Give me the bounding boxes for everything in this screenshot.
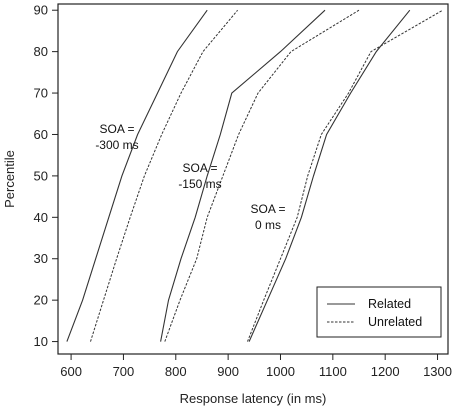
y-tick-label: 30 xyxy=(34,251,48,266)
annotation-layer: SOA = -300 ms SOA = -150 ms SOA = 0 ms xyxy=(95,122,285,232)
soa-annotation-line: SOA = xyxy=(250,202,285,216)
series-line-related-soa-150 xyxy=(160,9,326,342)
x-tick-label: 800 xyxy=(165,364,187,379)
x-tick-label: 1300 xyxy=(423,364,452,379)
y-axis: 10 20 30 40 50 60 70 80 90 xyxy=(34,3,58,349)
y-tick-label: 50 xyxy=(34,168,48,183)
series-line-unrelated-soa-300 xyxy=(90,9,238,342)
x-axis: 600 700 800 900 1000 1100 1200 1300 xyxy=(60,354,452,379)
legend-box xyxy=(316,286,442,338)
series-line-related-soa-300 xyxy=(66,9,208,342)
plot-frame xyxy=(57,3,449,355)
series-line-unrelated-soa0 xyxy=(247,9,444,342)
y-tick-label: 80 xyxy=(34,44,48,59)
legend-unrelated-label: Unrelated xyxy=(368,315,422,329)
soa-annotation-line: SOA = xyxy=(99,122,134,136)
y-tick-label: 10 xyxy=(34,334,48,349)
x-axis-label: Response latency (in ms) xyxy=(180,391,327,406)
x-tick-label: 1000 xyxy=(266,364,295,379)
soa-annotation-line: -300 ms xyxy=(95,138,138,152)
x-tick-label: 1100 xyxy=(319,364,347,379)
soa-annotation: SOA = 0 ms xyxy=(250,202,285,232)
series-layer xyxy=(66,9,444,342)
y-tick-label: 20 xyxy=(34,293,48,308)
soa-annotation-line: 0 ms xyxy=(255,218,281,232)
y-tick-label: 60 xyxy=(34,127,48,142)
x-tick-label: 1200 xyxy=(371,364,400,379)
series-line-unrelated-soa-150 xyxy=(164,9,360,342)
legend-related-label: Related xyxy=(368,297,411,311)
series-line-related-soa0 xyxy=(248,9,411,342)
y-tick-label: 70 xyxy=(34,86,48,101)
y-axis-label: Percentile xyxy=(2,150,17,208)
x-tick-label: 600 xyxy=(60,364,82,379)
legend: Related Unrelated xyxy=(316,286,442,338)
x-tick-label: 900 xyxy=(217,364,239,379)
soa-annotation-line: -150 ms xyxy=(178,177,221,191)
soa-annotation: SOA = -150 ms xyxy=(178,161,221,191)
y-tick-label: 90 xyxy=(34,3,48,18)
y-tick-label: 40 xyxy=(34,210,48,225)
x-tick-label: 700 xyxy=(113,364,135,379)
soa-annotation: SOA = -300 ms xyxy=(95,122,138,152)
soa-annotation-line: SOA = xyxy=(182,161,217,175)
